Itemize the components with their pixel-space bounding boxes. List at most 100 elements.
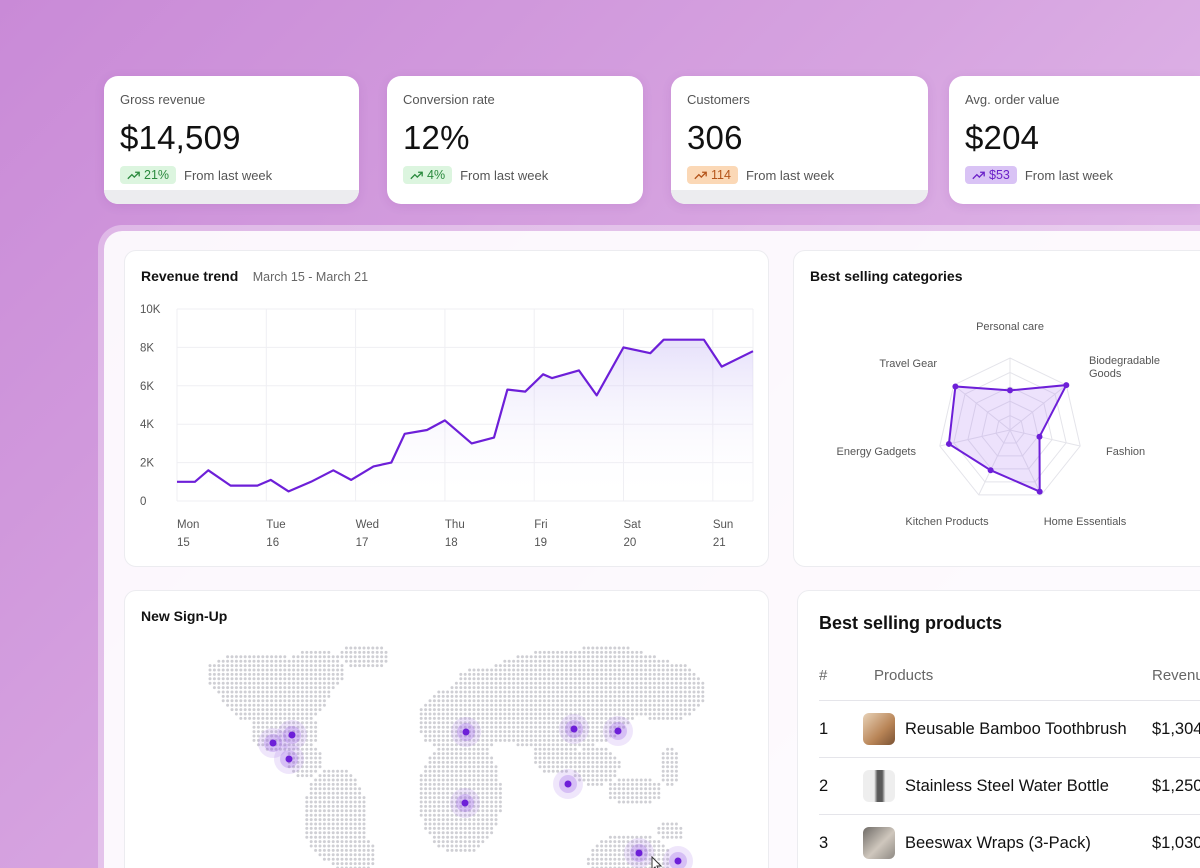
row-revenue: $1,030: [1152, 834, 1200, 852]
revenue-line-chart: 0 2K 4K 6K 8K 10K Mon 15 Tue 16 Wed 17 Thu 18 Fri 19 Sa…: [140, 304, 754, 549]
kpi-customers[interactable]: Customers 306 114 From last week: [671, 76, 928, 204]
radar-category-label: Personal care: [976, 321, 1044, 333]
card-strip: [104, 190, 359, 204]
x-tick-day: Thu: [445, 519, 465, 531]
radar-spoke: [1009, 429, 1081, 447]
radar-point: [1063, 382, 1070, 389]
kpi-badge: 114: [687, 166, 738, 184]
signup-location-marker[interactable]: [450, 788, 480, 818]
row-product-name: Stainless Steel Water Bottle: [905, 777, 1109, 795]
y-tick-label: 4K: [140, 419, 154, 431]
kpi-value: $14,509: [120, 119, 241, 156]
x-tick-day: Mon: [177, 519, 199, 531]
products-header-row: # Products Revenue: [819, 655, 1200, 701]
x-tick-day: Sun: [713, 519, 733, 531]
world-dot-map: [208, 646, 705, 868]
x-tick-day: Fri: [534, 519, 547, 531]
x-tick-day: Wed: [356, 519, 379, 531]
radar-category-label: Travel Gear: [879, 358, 937, 370]
x-tick-date: 20: [624, 537, 637, 549]
radar-point: [952, 383, 959, 390]
radar-grid-ring: [939, 357, 1081, 496]
products-table: # Products Revenue 1 Reusable Bamboo Too…: [819, 655, 1200, 868]
kpi-badge-text: 21%: [144, 168, 170, 182]
map-dots: [208, 646, 705, 868]
kpi-note: From last week: [460, 167, 549, 183]
kpi-value: $204: [965, 119, 1040, 156]
radar-point: [987, 467, 994, 474]
row-product-name: Reusable Bamboo Toothbrush: [905, 720, 1127, 738]
kpi-label: Customers: [687, 92, 750, 107]
categories-radar-chart: Personal care Biodegradable Goods Fashion Ho…: [837, 321, 1160, 528]
signup-location-marker[interactable]: [559, 714, 589, 744]
x-tick-date: 17: [356, 537, 369, 549]
kpi-note: From last week: [745, 167, 835, 183]
signup-location-marker[interactable]: [451, 717, 481, 747]
col-revenue: Revenue: [1152, 667, 1200, 684]
kpi-gross-revenue[interactable]: Gross revenue $14,509 21% From last week: [104, 76, 359, 204]
radar-category-label: Fashion: [1106, 446, 1145, 458]
trend-up-icon: [127, 171, 140, 179]
y-tick-label: 0: [140, 496, 146, 508]
kpi-note: From last week: [1024, 167, 1113, 183]
kpi-avg-order-value[interactable]: Avg. order value $204 $53 From last week: [949, 76, 1200, 204]
bamboo-toothbrush-thumbnail: [863, 713, 895, 745]
x-tick-day: Sat: [624, 519, 642, 531]
x-tick-date: 16: [266, 537, 279, 549]
row-rank: 1: [819, 720, 829, 738]
row-product-name: Beeswax Wraps (3-Pack): [905, 834, 1091, 852]
radar-grid-ring: [967, 386, 1053, 470]
kpi-note: From last week: [184, 167, 273, 183]
radar-point: [1036, 433, 1043, 440]
card-strip: [671, 190, 928, 204]
signup-location-marker[interactable]: [274, 744, 304, 774]
table-row[interactable]: 1 Reusable Bamboo Toothbrush $1,304: [819, 701, 1200, 758]
trend-up-icon: [410, 171, 423, 179]
kpi-value: 306: [687, 119, 743, 156]
x-tick-date: 21: [713, 537, 726, 549]
signup-location-marker[interactable]: [277, 720, 307, 750]
table-row[interactable]: 2 Stainless Steel Water Bottle $1,250: [819, 758, 1200, 815]
kpi-badge: $53: [965, 166, 1017, 184]
products-card: Best selling products # Products Revenue…: [797, 590, 1200, 868]
signup-location-marker[interactable]: [663, 846, 693, 868]
signup-location-marker[interactable]: [624, 838, 654, 868]
radar-category-label: Biodegradable Goods: [1089, 355, 1160, 380]
radar-category-label: Energy Gadgets: [837, 446, 917, 458]
col-rank: #: [819, 667, 828, 684]
signup-location-marker[interactable]: [553, 769, 583, 799]
radar-point: [1007, 387, 1013, 394]
y-tick-label: 6K: [140, 381, 154, 393]
radar-point: [1036, 488, 1043, 495]
table-row[interactable]: 3 Beeswax Wraps (3-Pack) $1,030: [819, 815, 1200, 868]
radar-grid-ring: [995, 415, 1025, 444]
radar-spoke: [1009, 429, 1042, 496]
y-tick-label: 2K: [140, 458, 154, 470]
beeswax-wraps-thumbnail: [863, 827, 895, 859]
signup-location-marker[interactable]: [258, 728, 288, 758]
revenue-title: Revenue trend: [141, 268, 239, 284]
radar-spoke: [978, 429, 1011, 496]
kpi-badge-text: 4%: [427, 168, 446, 182]
kpi-badge-text: $53: [989, 168, 1010, 182]
radar-point: [945, 440, 952, 447]
trend-up-icon: [694, 171, 707, 179]
radar-spoke: [953, 384, 1011, 431]
row-rank: 2: [819, 777, 829, 795]
signup-location-marker[interactable]: [603, 716, 633, 746]
products-title: Best selling products: [819, 613, 1003, 633]
x-tick-date: 15: [177, 537, 190, 549]
radar-category-label: Home Essentials: [1044, 516, 1127, 528]
y-tick-label: 8K: [140, 342, 154, 354]
x-tick-date: 18: [445, 537, 458, 549]
signup-card: New Sign-Up: [124, 590, 769, 868]
pointer-cursor-icon: [651, 855, 663, 868]
kpi-label: Conversion rate: [403, 92, 495, 107]
revenue-series-line: [177, 338, 754, 493]
revenue-trend-card: Revenue trend March 15 - March 21 0 2K 4K 6…: [124, 250, 769, 567]
water-bottle-thumbnail: [863, 770, 895, 802]
kpi-conversion-rate[interactable]: Conversion rate 12% 4% From last week: [387, 76, 643, 204]
y-tick-label: 10K: [140, 304, 161, 316]
categories-card: Best selling categories Personal care Bio…: [793, 250, 1200, 567]
x-tick-date: 19: [534, 537, 547, 549]
